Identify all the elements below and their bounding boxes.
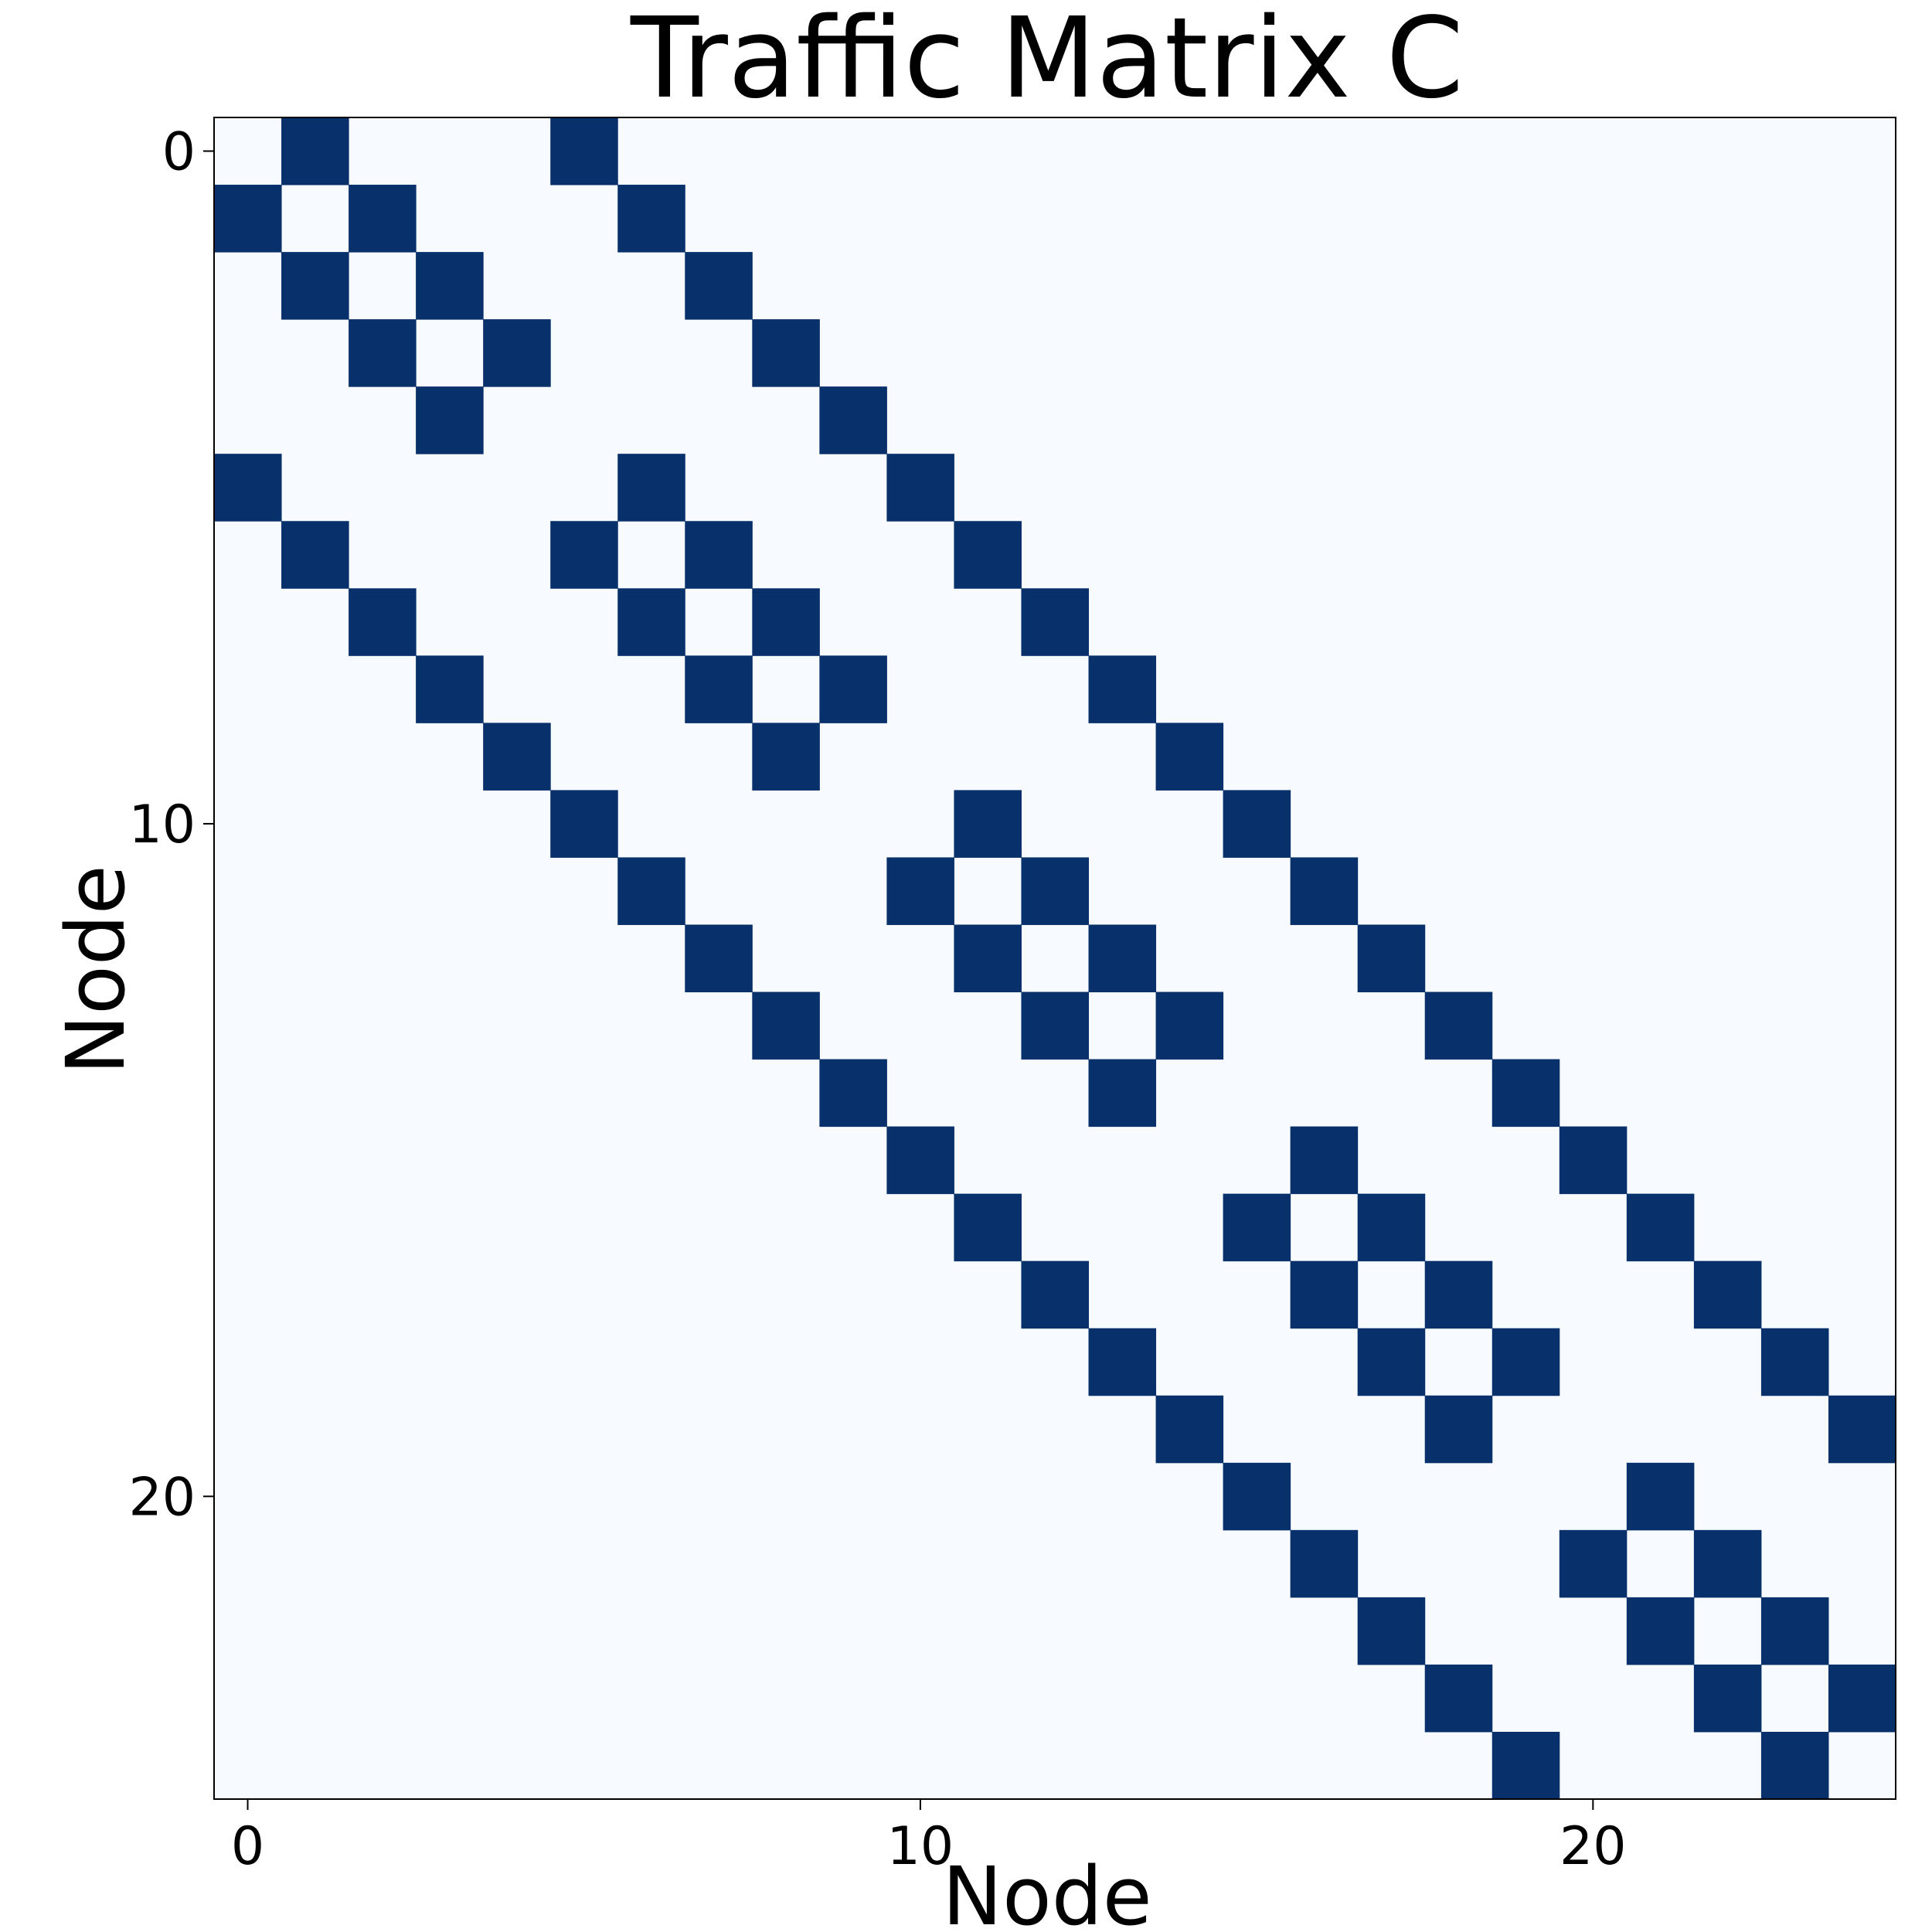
heatmap-cell-8-3 [416, 655, 484, 723]
heatmap-cell-5-10 [886, 454, 954, 522]
heatmap-cell-7-8 [752, 588, 820, 656]
heatmap-cell-13-18 [1424, 992, 1493, 1060]
x-tick-label: 10 [887, 1816, 954, 1877]
heatmap-cell-19-18 [1424, 1395, 1493, 1464]
heatmap-cell-24-19 [1492, 1731, 1560, 1800]
heatmap-background [214, 117, 1896, 1799]
heatmap-cell-3-4 [483, 319, 551, 387]
heatmap-cell-8-7 [685, 655, 753, 723]
heatmap-cell-19-24 [1828, 1395, 1896, 1464]
heatmap-cell-14-19 [1492, 1059, 1560, 1128]
heatmap-cell-2-1 [281, 252, 349, 320]
heatmap-cell-21-22 [1693, 1529, 1762, 1598]
plot-frame [213, 117, 1896, 1800]
x-tick-label: 20 [1560, 1816, 1627, 1877]
heatmap-cell-4-3 [416, 386, 484, 454]
heatmap-cell-23-18 [1424, 1664, 1493, 1733]
heatmap-cell-8-13 [1088, 655, 1157, 723]
heatmap-cell-5-6 [617, 454, 685, 522]
heatmap-cell-15-16 [1290, 1126, 1359, 1195]
heatmap-cell-19-14 [1155, 1395, 1224, 1464]
x-axis-label: Node [942, 1849, 1151, 1932]
heatmap-cell-16-17 [1357, 1193, 1426, 1262]
heatmap-cell-18-23 [1760, 1328, 1829, 1396]
heatmap-cell-24-23 [1760, 1731, 1829, 1800]
heatmap-cell-12-17 [1357, 924, 1426, 993]
heatmap-cell-22-21 [1626, 1597, 1695, 1665]
heatmap-cell-20-15 [1223, 1462, 1291, 1531]
heatmap-cell-12-11 [954, 924, 1022, 993]
heatmap-cell-1-6 [617, 185, 685, 253]
axis-ticks: 0 10 20 0 10 20 [128, 122, 1626, 1877]
heatmap-cell-18-17 [1357, 1328, 1426, 1396]
heatmap-cell-16-15 [1223, 1193, 1291, 1262]
heatmap-cell-3-2 [349, 319, 417, 387]
heatmap-cell-6-5 [550, 521, 618, 589]
heatmap-cell-2-3 [416, 252, 484, 320]
heatmap-cell-22-17 [1357, 1597, 1426, 1665]
heatmap-cell-12-13 [1088, 924, 1157, 993]
heatmap-cell-6-7 [685, 521, 753, 589]
heatmap-cell-4-9 [819, 386, 887, 454]
heatmap-cell-7-6 [617, 588, 685, 656]
heatmap-cell-12-7 [685, 924, 753, 993]
x-tick-label: 0 [231, 1816, 264, 1877]
heatmap-cell-20-21 [1626, 1462, 1695, 1531]
y-axis-label: Node [49, 865, 143, 1074]
heatmap-cell-11-16 [1290, 857, 1359, 925]
heatmap-cell-8-9 [819, 655, 887, 723]
heatmap-cell-2-7 [685, 252, 753, 320]
heatmap-cell-17-18 [1424, 1260, 1493, 1329]
heatmap-cell-17-12 [1021, 1260, 1090, 1329]
heatmap-cell-6-11 [954, 521, 1022, 589]
heatmap-cell-13-14 [1155, 992, 1224, 1060]
heatmap-cell-13-12 [1021, 992, 1090, 1060]
heatmap-cell-3-8 [752, 319, 820, 387]
heatmap-cell-23-22 [1693, 1664, 1762, 1733]
heatmap-cell-0-5 [550, 117, 618, 185]
heatmap-cell-9-8 [752, 723, 820, 791]
heatmap-cell-18-13 [1088, 1328, 1157, 1396]
heatmap-cell-17-22 [1693, 1260, 1762, 1329]
heatmap-cell-15-20 [1559, 1126, 1628, 1195]
heatmap-cell-1-2 [349, 185, 417, 253]
heatmap-cell-21-16 [1290, 1529, 1359, 1598]
heatmap-cell-14-9 [819, 1059, 887, 1128]
heatmap-cell-11-6 [617, 857, 685, 925]
heatmap-cell-6-1 [281, 521, 349, 589]
heatmap-cell-9-14 [1155, 723, 1224, 791]
heatmap-cell-17-16 [1290, 1260, 1359, 1329]
heatmap-cell-22-23 [1760, 1597, 1829, 1665]
heatmap-cell-11-12 [1021, 857, 1090, 925]
heatmap-cell-18-19 [1492, 1328, 1560, 1396]
heatmap-cell-7-12 [1021, 588, 1090, 656]
chart-title: Traffic Matrix C [630, 0, 1464, 123]
heatmap-cell-13-8 [752, 992, 820, 1060]
heatmap-cell-10-5 [550, 790, 618, 858]
heatmap-cell-7-2 [349, 588, 417, 656]
y-tick-label: 0 [162, 122, 196, 183]
heatmap-cell-15-10 [886, 1126, 954, 1195]
heatmap-cell-16-21 [1626, 1193, 1695, 1262]
heatmap-cell-16-11 [954, 1193, 1022, 1262]
y-tick-label: 10 [128, 794, 196, 855]
heatmap-cell-10-15 [1223, 790, 1291, 858]
heatmap-cell-23-24 [1828, 1664, 1896, 1733]
heatmap-cell-14-13 [1088, 1059, 1157, 1128]
heatmap-cell-9-4 [483, 723, 551, 791]
heatmap-cell-11-10 [886, 857, 954, 925]
heatmap-cell-0-1 [281, 117, 349, 185]
heatmap-cell-21-20 [1559, 1529, 1628, 1598]
heatmap-cell-10-11 [954, 790, 1022, 858]
y-tick-label: 20 [128, 1467, 196, 1528]
heatmap-cell-1-0 [214, 185, 282, 253]
heatmap-cells [214, 117, 1896, 1800]
heatmap-cell-5-0 [214, 454, 282, 522]
